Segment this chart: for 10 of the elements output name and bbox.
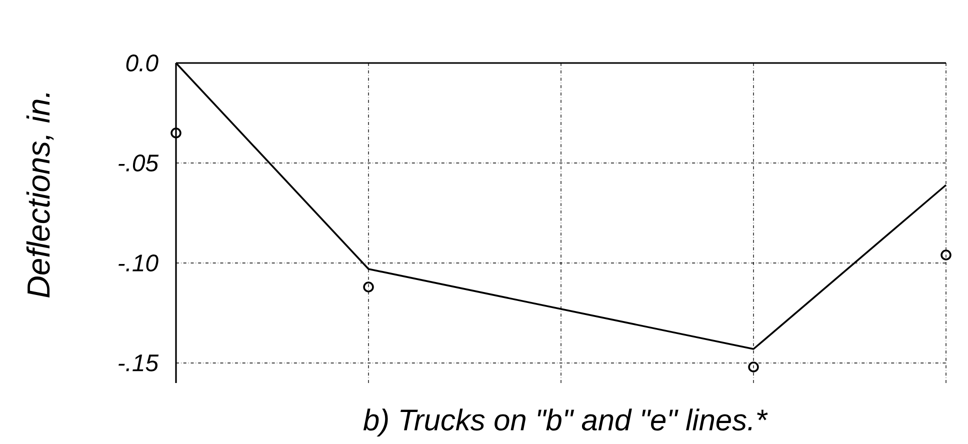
y-tick-label: 0.0 xyxy=(126,54,158,72)
y-axis-title: Deflections, in. xyxy=(26,93,54,298)
point xyxy=(940,250,952,260)
y-tick-label: -.15 xyxy=(118,354,159,372)
point xyxy=(363,282,374,292)
y-tick-label: -.10 xyxy=(118,254,158,272)
point xyxy=(170,128,182,138)
y-tick-label: -.05 xyxy=(118,154,159,172)
text: b) Trucks on "b" and "e" lines.* xyxy=(363,408,768,436)
point xyxy=(748,362,759,372)
